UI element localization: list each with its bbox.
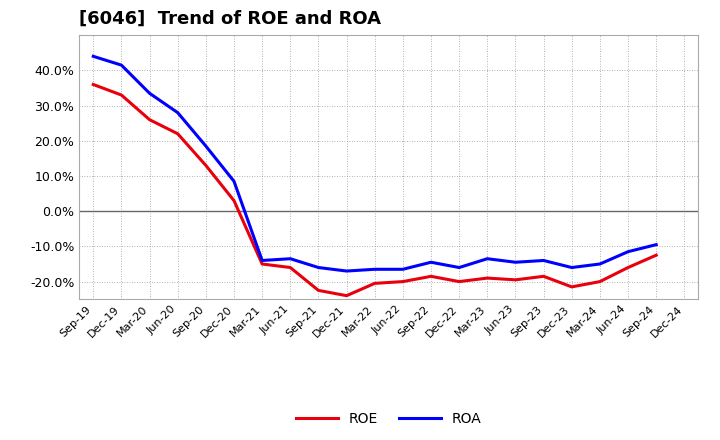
ROE: [455, 279, 464, 284]
ROE: [483, 275, 492, 281]
ROA: [89, 54, 98, 59]
ROE: [652, 253, 660, 258]
Line: ROA: ROA: [94, 56, 656, 271]
ROA: [342, 268, 351, 274]
ROA: [567, 265, 576, 270]
ROA: [595, 261, 604, 267]
ROE: [286, 265, 294, 270]
ROE: [427, 274, 436, 279]
ROE: [370, 281, 379, 286]
ROE: [511, 277, 520, 282]
ROE: [230, 198, 238, 203]
ROE: [89, 82, 98, 87]
ROE: [624, 265, 632, 270]
ROE: [539, 274, 548, 279]
ROA: [455, 265, 464, 270]
ROA: [652, 242, 660, 247]
ROE: [399, 279, 408, 284]
Text: [6046]  Trend of ROE and ROA: [6046] Trend of ROE and ROA: [79, 10, 381, 28]
Line: ROE: ROE: [94, 84, 656, 296]
ROE: [258, 261, 266, 267]
ROA: [370, 267, 379, 272]
ROE: [567, 284, 576, 290]
ROA: [539, 258, 548, 263]
ROA: [230, 179, 238, 184]
ROE: [174, 131, 182, 136]
ROA: [286, 256, 294, 261]
ROA: [624, 249, 632, 254]
ROE: [314, 288, 323, 293]
ROA: [202, 143, 210, 149]
ROA: [427, 260, 436, 265]
ROA: [399, 267, 408, 272]
ROA: [483, 256, 492, 261]
ROE: [145, 117, 154, 122]
Legend: ROE, ROA: ROE, ROA: [291, 407, 487, 432]
ROA: [145, 91, 154, 96]
ROA: [314, 265, 323, 270]
ROA: [511, 260, 520, 265]
ROE: [595, 279, 604, 284]
ROE: [117, 92, 126, 98]
ROE: [202, 163, 210, 168]
ROA: [258, 258, 266, 263]
ROE: [342, 293, 351, 298]
ROA: [117, 62, 126, 68]
ROA: [174, 110, 182, 115]
